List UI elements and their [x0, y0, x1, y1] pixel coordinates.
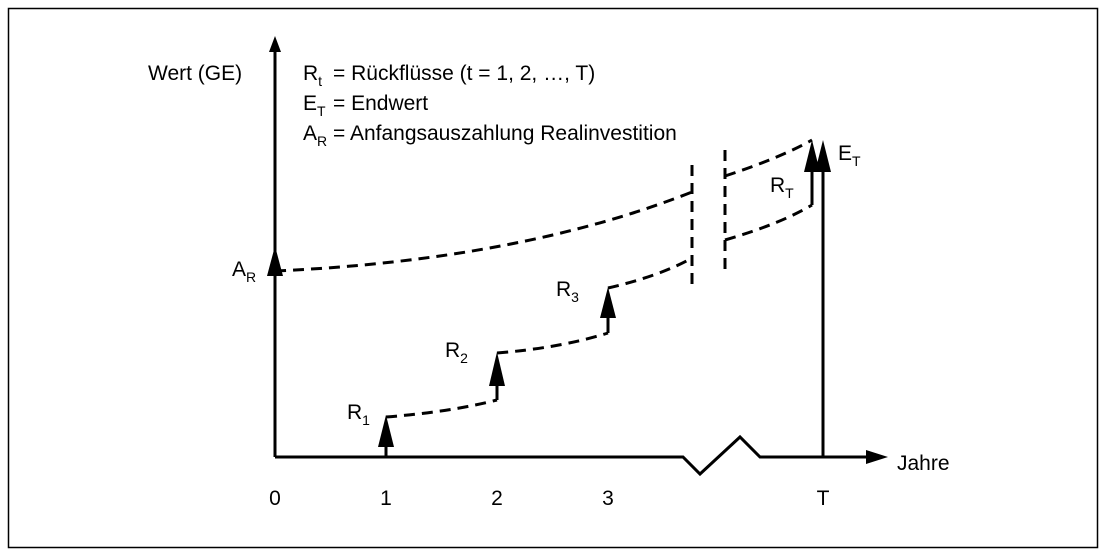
x-axis-label: Jahre — [897, 452, 950, 475]
label-r-1: R1 — [347, 401, 370, 428]
x-tick-label: 3 — [602, 487, 614, 510]
label-r-2: R2 — [445, 339, 468, 366]
label-e-t: ET — [838, 142, 861, 169]
arrow-head — [267, 246, 283, 276]
x-axis-arrow — [866, 450, 888, 464]
frame — [7, 7, 1099, 549]
legend-item: ET = Endwert — [303, 92, 428, 119]
curve-dashed — [724, 203, 813, 242]
x-tick-label: T — [817, 487, 830, 510]
curve-dashed — [607, 256, 693, 290]
legend-item: AR = Anfangsauszahlung Realinvestition — [303, 122, 677, 149]
legend-item: Rt = Rückflüsse (t = 1, 2, …, T) — [303, 62, 595, 89]
x-axis — [275, 434, 868, 477]
curve-dashed — [724, 138, 813, 178]
arrow-head — [600, 287, 616, 318]
arrow-head — [378, 415, 394, 447]
label-r-3: R3 — [556, 278, 579, 305]
arrow-head — [489, 352, 505, 386]
y-axis-arrow — [269, 36, 281, 52]
x-tick-label: 1 — [380, 487, 392, 510]
curve-dashed — [385, 398, 498, 419]
x-tick-label: 2 — [491, 487, 503, 510]
arrow-head — [804, 140, 820, 172]
x-tick-label: 0 — [269, 487, 281, 510]
curve-dashed — [496, 331, 609, 355]
label-r-t: RT — [770, 174, 794, 201]
label-a-r: AR — [232, 258, 256, 285]
curve-dashed — [274, 190, 693, 273]
arrow-head — [815, 140, 831, 172]
y-axis-label: Wert (GE) — [148, 62, 242, 85]
